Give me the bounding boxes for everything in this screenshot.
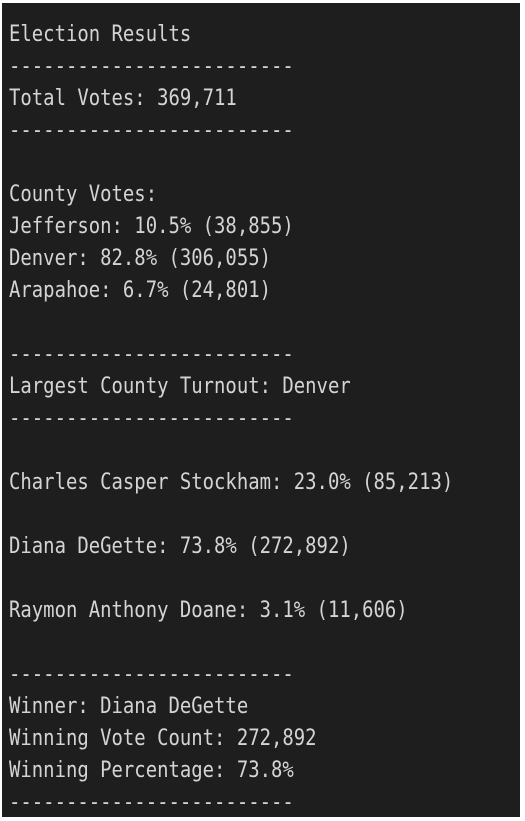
output-line-separator: ------------------------- — [9, 406, 294, 431]
output-line-total-votes: Total Votes: 369,711 — [9, 86, 237, 111]
output-line-county-votes-heading: County Votes: — [9, 182, 158, 207]
output-line-candidate-stockham: Charles Casper Stockham: 23.0% (85,213) — [9, 470, 454, 495]
output-line-winning-percentage: Winning Percentage: 73.8% — [9, 758, 294, 783]
output-line-candidate-doane: Raymon Anthony Doane: 3.1% (11,606) — [9, 598, 408, 623]
output-line-separator: ------------------------- — [9, 54, 294, 79]
output-line-separator: ------------------------- — [9, 342, 294, 367]
output-line-separator: ------------------------- — [9, 662, 294, 687]
output-line-county-jefferson: Jefferson: 10.5% (38,855) — [9, 214, 294, 239]
output-line-separator: ------------------------- — [9, 118, 294, 143]
output-line-county-arapahoe: Arapahoe: 6.7% (24,801) — [9, 278, 271, 303]
output-line-county-denver: Denver: 82.8% (306,055) — [9, 246, 271, 271]
terminal-output: Election Results -----------------------… — [2, 3, 520, 817]
output-line-candidate-degette: Diana DeGette: 73.8% (272,892) — [9, 534, 351, 559]
output-line-title: Election Results — [9, 22, 192, 47]
output-line-winning-vote-count: Winning Vote Count: 272,892 — [9, 726, 317, 751]
output-line-largest-county: Largest County Turnout: Denver — [9, 374, 351, 399]
output-line-winner: Winner: Diana DeGette — [9, 694, 249, 719]
output-line-separator: ------------------------- — [9, 790, 294, 815]
